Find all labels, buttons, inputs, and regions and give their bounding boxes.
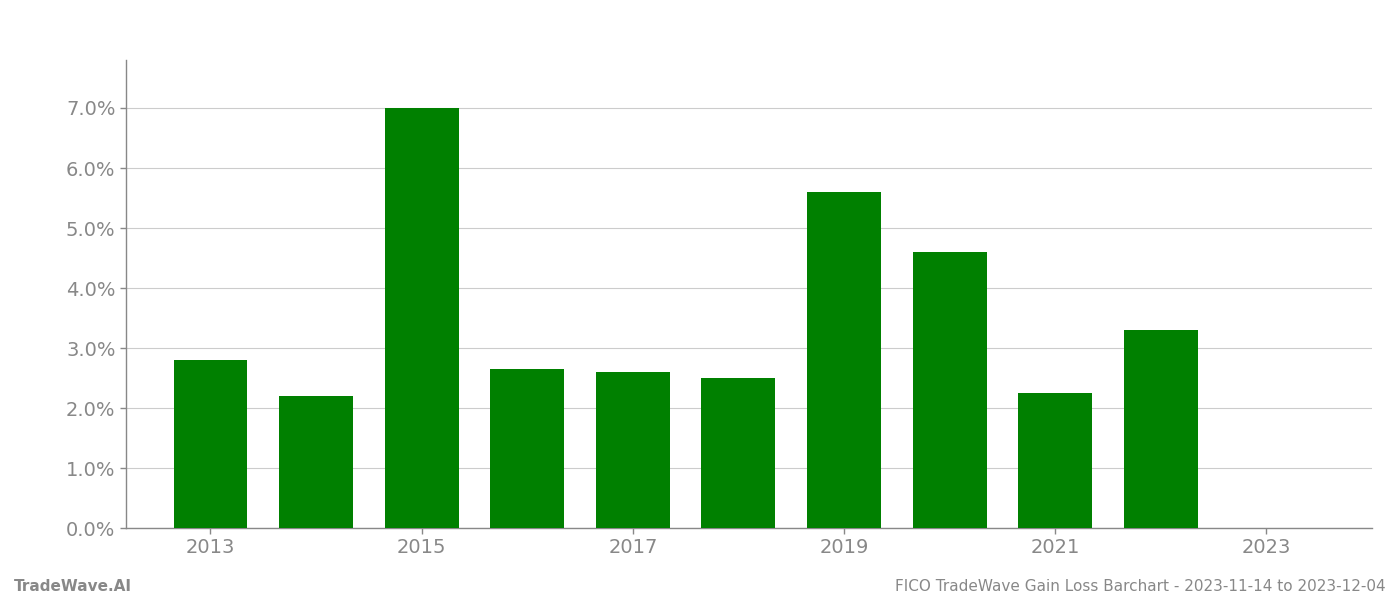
Bar [596,372,669,528]
Bar [490,369,564,528]
Bar [385,108,459,528]
Bar [279,396,353,528]
Text: FICO TradeWave Gain Loss Barchart - 2023-11-14 to 2023-12-04: FICO TradeWave Gain Loss Barchart - 2023… [896,579,1386,594]
Bar [1124,330,1198,528]
Bar [701,378,776,528]
Bar [174,360,248,528]
Bar [913,252,987,528]
Text: TradeWave.AI: TradeWave.AI [14,579,132,594]
Bar [1018,393,1092,528]
Bar [806,192,881,528]
